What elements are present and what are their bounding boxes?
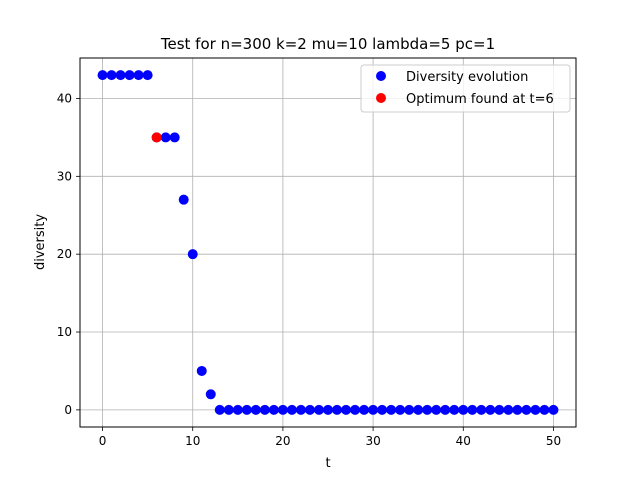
- optimum-point: [151, 132, 162, 143]
- diversity-point: [359, 404, 370, 415]
- diversity-point: [530, 404, 541, 415]
- diversity-point: [485, 404, 496, 415]
- y-axis-ticks: 0 10 20 30 40: [57, 91, 80, 417]
- x-axis-label: t: [325, 456, 330, 471]
- diversity-point: [133, 70, 144, 81]
- diversity-point: [205, 389, 216, 400]
- diversity-point: [313, 404, 324, 415]
- diversity-point: [124, 70, 135, 81]
- x-tick-label: 0: [99, 434, 107, 448]
- x-tick-label: 10: [185, 434, 200, 448]
- plot-frame: [79, 57, 577, 428]
- diversity-point: [548, 404, 559, 415]
- diversity-point: [232, 404, 243, 415]
- diversity-point: [458, 404, 469, 415]
- diversity-point: [332, 404, 343, 415]
- diversity-point: [476, 404, 487, 415]
- legend-marker-diversity-evolution: [376, 71, 386, 81]
- diversity-point: [467, 404, 478, 415]
- diversity-point: [97, 70, 108, 81]
- diversity-point: [169, 132, 180, 143]
- diversity-point: [377, 404, 388, 415]
- y-tick-label: 0: [64, 403, 72, 417]
- diversity-point: [259, 404, 270, 415]
- x-axis-ticks: 0 10 20 30 40 50: [99, 427, 561, 448]
- diversity-point: [106, 70, 117, 81]
- legend-label-diversity-evolution: Diversity evolution: [406, 70, 528, 85]
- diversity-point: [395, 404, 406, 415]
- diversity-point: [431, 404, 442, 415]
- diversity-point: [341, 404, 352, 415]
- x-tick-label: 20: [275, 434, 290, 448]
- diversity-point: [223, 404, 234, 415]
- legend: Diversity evolution Optimum found at t=6: [360, 64, 571, 113]
- diversity-point: [187, 249, 198, 260]
- diversity-point: [196, 365, 207, 376]
- y-tick-label: 20: [57, 247, 72, 261]
- diversity-point: [449, 404, 460, 415]
- diversity-point: [512, 404, 523, 415]
- diversity-point: [422, 404, 433, 415]
- x-tick-label: 50: [546, 434, 561, 448]
- data-points: [97, 70, 559, 415]
- diversity-point: [368, 404, 379, 415]
- diversity-point: [323, 404, 333, 415]
- y-tick-label: 40: [57, 91, 72, 105]
- diversity-point: [521, 404, 532, 415]
- diversity-point: [241, 404, 252, 415]
- diversity-point: [413, 404, 424, 415]
- diversity-point: [304, 404, 315, 415]
- y-tick-label: 30: [57, 169, 72, 183]
- diversity-point: [386, 404, 397, 415]
- diversity-point: [178, 194, 189, 205]
- diversity-point: [494, 404, 505, 415]
- diversity-point: [295, 404, 306, 415]
- x-tick-label: 40: [456, 434, 471, 448]
- diversity-point: [268, 404, 279, 415]
- diversity-point: [214, 404, 225, 415]
- diversity-point: [115, 70, 126, 81]
- diversity-point: [440, 404, 451, 415]
- diversity-point: [286, 404, 297, 415]
- legend-marker-optimum-found: [376, 93, 386, 103]
- diversity-point: [539, 404, 550, 415]
- diversity-point: [142, 70, 153, 81]
- diversity-point: [160, 132, 171, 143]
- y-axis-label: diversity: [33, 214, 48, 270]
- diversity-point: [404, 404, 415, 415]
- chart-title: Test for n=300 k=2 mu=10 lambda=5 pc=1: [160, 35, 495, 53]
- legend-label-optimum-found: Optimum found at t=6: [406, 92, 554, 107]
- x-tick-label: 30: [365, 434, 380, 448]
- legend-box: [360, 64, 571, 113]
- diversity-point: [277, 404, 288, 415]
- y-tick-label: 10: [57, 325, 72, 339]
- diversity-point: [503, 404, 514, 415]
- diversity-point: [350, 404, 361, 415]
- diversity-point: [250, 404, 261, 415]
